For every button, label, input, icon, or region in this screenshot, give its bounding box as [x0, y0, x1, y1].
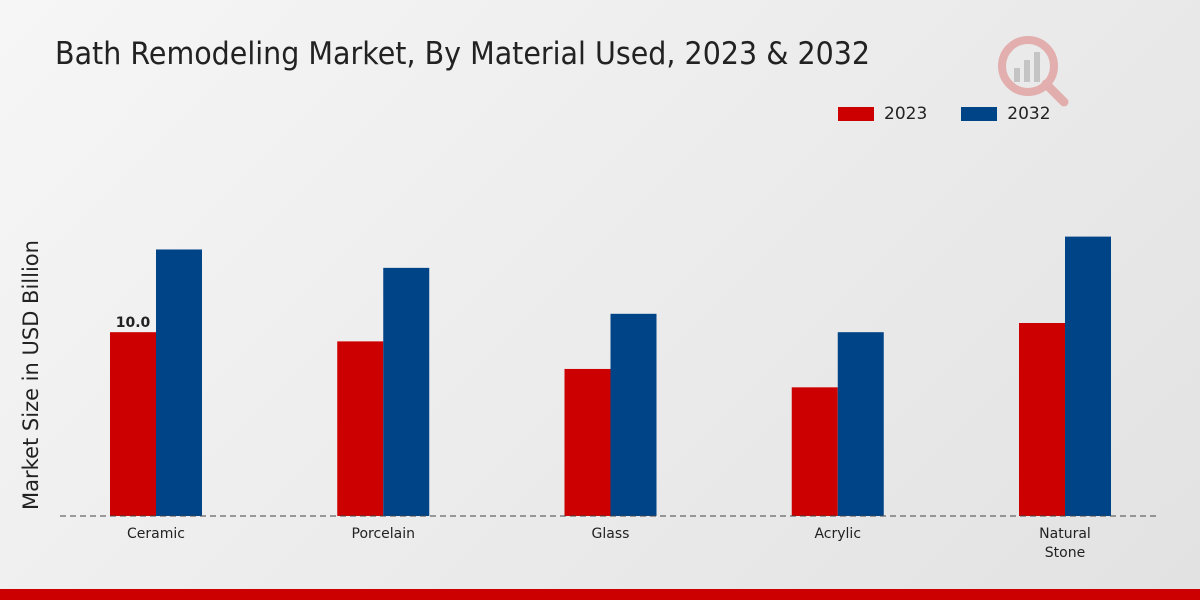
footer-bar — [0, 589, 1200, 600]
legend-swatch-2032 — [961, 107, 998, 121]
x-tick-label: Ceramic — [127, 526, 185, 542]
legend-label-2023: 2023 — [884, 104, 928, 124]
legend-item-2023: 2023 — [838, 104, 927, 124]
legend-label-2032: 2032 — [1007, 104, 1051, 124]
legend-swatch-2023 — [838, 107, 874, 121]
bar-2023-porcelain — [337, 341, 384, 516]
x-tick-label: Porcelain — [352, 526, 416, 542]
bar-2032-glass — [610, 313, 657, 516]
bar-2032-acrylic — [837, 332, 884, 516]
data-label: 10.0 — [116, 315, 151, 331]
watermark-logo-icon — [992, 30, 1072, 110]
bar-2023-ceramic — [110, 332, 156, 516]
bar-2032-natural-stone — [1065, 236, 1111, 516]
legend-item-2032: 2032 — [961, 104, 1051, 124]
bar-2032-ceramic — [156, 249, 202, 516]
bar-2023-glass — [564, 368, 611, 516]
bar-2023-acrylic — [791, 387, 838, 516]
x-tick-label: Natural Stone — [1039, 526, 1091, 561]
x-tick-label: Glass — [592, 526, 630, 542]
chart-title: Bath Remodeling Market, By Material Used… — [55, 36, 871, 72]
x-tick-label: Acrylic — [814, 526, 861, 542]
legend: 2023 2032 — [838, 104, 1085, 124]
bar-2023-natural-stone — [1019, 323, 1065, 516]
bar-2032-porcelain — [383, 267, 430, 516]
